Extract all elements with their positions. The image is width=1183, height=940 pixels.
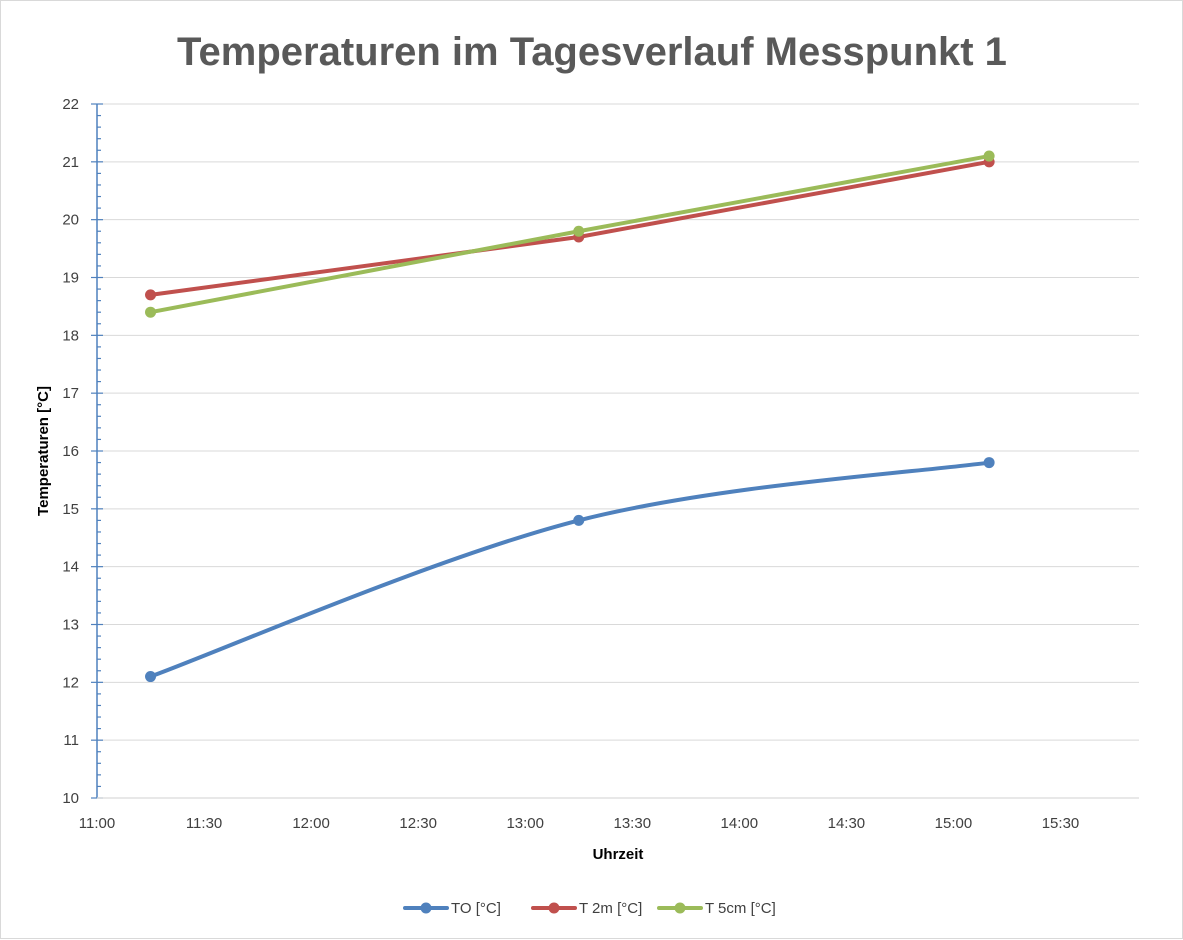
legend-swatch-marker <box>548 902 560 914</box>
y-tick-label: 17 <box>62 385 79 402</box>
x-tick-label: 13:00 <box>506 815 544 832</box>
legend-swatch-marker <box>420 902 432 914</box>
y-tick-label: 19 <box>62 270 79 287</box>
axes <box>91 103 1139 799</box>
data-point <box>573 225 585 237</box>
y-tick-label: 10 <box>62 790 79 807</box>
x-tick-label: 15:00 <box>935 815 973 832</box>
chart-title: Temperaturen im Tagesverlauf Messpunkt 1 <box>177 30 1007 74</box>
x-tick-label: 12:30 <box>399 815 437 832</box>
legend-label: TO [°C] <box>451 900 501 917</box>
y-tick-label: 21 <box>62 154 79 171</box>
y-tick-label: 16 <box>62 443 79 460</box>
data-point <box>145 289 157 301</box>
data-point <box>145 671 157 683</box>
x-tick-label: 11:30 <box>186 815 222 832</box>
x-axis-title: Uhrzeit <box>593 846 644 863</box>
series-lines <box>145 150 995 683</box>
x-tick-label: 12:00 <box>292 815 330 832</box>
y-tick-labels: 10 11 12 13 14 15 16 17 18 19 20 21 22 <box>62 96 79 807</box>
x-tick-label: 14:00 <box>721 815 759 832</box>
series-line-2 <box>148 159 992 297</box>
x-tick-label: 14:30 <box>828 815 866 832</box>
data-point <box>573 514 585 526</box>
series-line-3 <box>148 154 992 315</box>
y-tick-label: 22 <box>62 96 79 113</box>
x-tick-labels: 11:00 11:30 12:00 12:30 13:00 13:30 14:00 14:30… <box>79 815 1079 832</box>
x-tick-label: 13:30 <box>614 815 652 832</box>
x-tick-label: 15:30 <box>1042 815 1080 832</box>
y-tick-label: 11 <box>63 732 79 749</box>
y-tick-label: 18 <box>62 327 79 344</box>
data-point <box>983 150 995 162</box>
y-tick-label: 20 <box>62 212 79 229</box>
data-point <box>145 306 157 318</box>
data-point <box>983 457 995 469</box>
legend-label: T 5cm [°C] <box>705 900 776 917</box>
legend-label: T 2m [°C] <box>579 900 642 917</box>
legend: TO [°C] T 2m [°C] T 5cm [°C] <box>403 900 776 917</box>
gridlines <box>97 103 1139 741</box>
x-tick-label: 11:00 <box>79 815 115 832</box>
y-tick-label: 13 <box>62 617 79 634</box>
y-tick-label: 12 <box>62 674 79 691</box>
y-tick-label: 14 <box>62 559 79 576</box>
y-tick-label: 15 <box>62 501 79 518</box>
y-axis-title: Temperaturen [°C] <box>35 386 52 516</box>
legend-swatch-marker <box>674 902 686 914</box>
series-line-1 <box>148 460 992 679</box>
